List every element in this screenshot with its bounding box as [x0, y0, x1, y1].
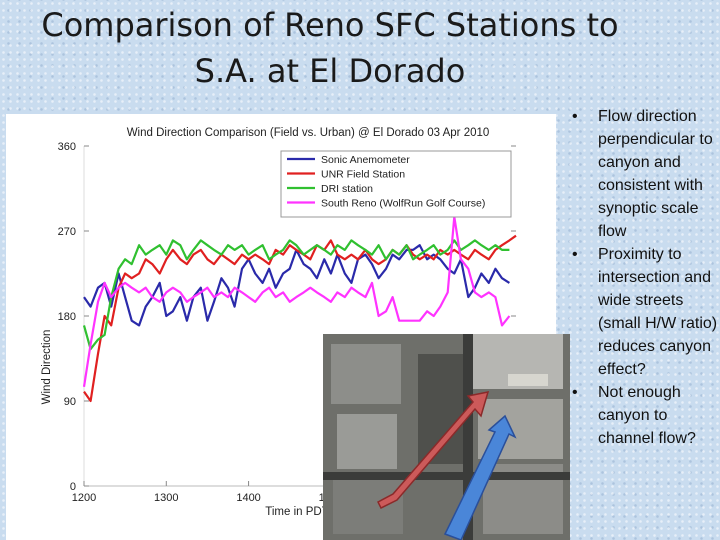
series-line-4	[82, 215, 511, 387]
slide-title: Comparison of Reno SFC Stations to S.A. …	[20, 2, 640, 94]
street	[463, 334, 473, 540]
x-tick-label: 1400	[236, 492, 260, 504]
slide-title-line-1: Comparison of Reno SFC Stations to	[41, 6, 619, 44]
bullet-item: Flow direction perpendicular to canyon a…	[572, 105, 720, 243]
chart-legend: Sonic Anemometer UNR Field Station DRI sta…	[280, 150, 512, 218]
building-roof	[331, 344, 401, 404]
legend-label-4: South Reno (WolfRun Golf Course)	[321, 198, 485, 210]
y-tick-label: 90	[64, 396, 76, 408]
bullet-item: Not enough canyon to channel flow?	[572, 381, 720, 450]
legend-box	[280, 150, 512, 218]
y-tick-label: 270	[58, 226, 76, 238]
blue-arrow	[443, 414, 517, 540]
red-arrow	[377, 391, 490, 510]
legend-label-3: DRI station	[321, 183, 373, 195]
slide-title-line-2: S.A. at El Dorado	[194, 52, 466, 90]
y-tick-label: 0	[70, 481, 76, 493]
y-axis-label: Wind Direction	[41, 330, 53, 405]
building-roof	[337, 414, 397, 469]
x-tick-label: 1300	[154, 492, 178, 504]
bullet-list: Flow direction perpendicular to canyon a…	[572, 105, 720, 450]
bullet-item: Proximity to intersection and wide stree…	[572, 243, 720, 381]
aerial-photo-image	[323, 334, 570, 540]
wind-direction-chart-svg: Wind Direction Comparison (Field vs. Urb…	[6, 114, 556, 540]
building-roof	[508, 374, 548, 386]
wind-direction-chart: Wind Direction Comparison (Field vs. Urb…	[6, 114, 556, 540]
aerial-photo	[323, 334, 570, 540]
series-line-3	[82, 239, 510, 351]
x-tick-label: 1200	[72, 492, 96, 504]
street	[323, 472, 570, 480]
building-roof	[333, 479, 403, 534]
y-tick-label: 360	[58, 141, 76, 153]
plot-area: 0901802703601200130014001500	[58, 141, 517, 504]
legend-label-1: Sonic Anemometer	[321, 154, 410, 166]
x-axis-label: Time in PDT	[265, 506, 328, 518]
chart-title: Wind Direction Comparison (Field vs. Urb…	[127, 127, 490, 139]
y-tick-label: 180	[58, 311, 76, 323]
legend-label-2: UNR Field Station	[321, 169, 405, 181]
